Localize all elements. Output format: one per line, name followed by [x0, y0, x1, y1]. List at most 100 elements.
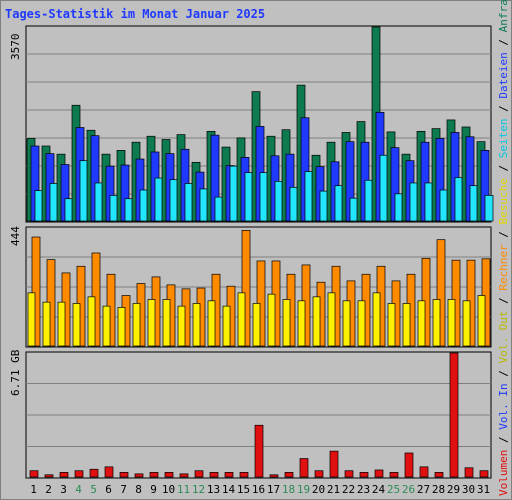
legend-sep: / [497, 370, 510, 377]
x-tick-label: 13 [207, 483, 220, 496]
bar-rechner [241, 230, 251, 347]
bar-volumen [29, 470, 39, 478]
bar-besuche [312, 296, 321, 347]
legend-volumen: Volumen [497, 450, 510, 496]
legend-besuche: Besuche [497, 178, 510, 224]
x-tick-label: 17 [267, 483, 280, 496]
bar-volumen [44, 474, 54, 478]
bar-besuche [432, 299, 441, 347]
x-tick-label: 2 [45, 483, 52, 496]
x-tick-label: 19 [297, 483, 310, 496]
bar-besuche [207, 300, 216, 347]
bar-volumen [389, 472, 399, 478]
x-tick-label: 18 [282, 483, 295, 496]
legend-dateien: Dateien [497, 52, 510, 98]
bar-besuche [447, 299, 456, 347]
bar-besuche [102, 305, 111, 347]
chart-title: Tages-Statistik im Monat Januar 2025 [5, 7, 265, 21]
legend-seiten: Seiten [497, 118, 510, 158]
bar-volumen [164, 472, 174, 478]
bar-volumen [89, 468, 99, 478]
legend-sep: / [497, 297, 510, 304]
bar-volumen [359, 472, 369, 478]
legend-vol-in: Vol. In [497, 383, 510, 429]
bar-volumen [104, 466, 114, 478]
bar-besuche [27, 292, 36, 347]
bar-besuche [117, 307, 126, 347]
legend-sep: / [497, 165, 510, 172]
bar-besuche [132, 303, 141, 347]
bar-besuche [297, 300, 306, 347]
bar-besuche [87, 296, 96, 347]
x-tick-label: 31 [477, 483, 490, 496]
bar-volumen [449, 352, 459, 478]
bar-besuche [342, 300, 351, 347]
bar-besuche [57, 301, 66, 347]
x-tick-label: 16 [252, 483, 265, 496]
bar-volumen [299, 458, 309, 478]
right-legend: Volumen / Vol. In / Vol. Out / Rechner /… [497, 0, 510, 496]
x-tick-label: 9 [150, 483, 157, 496]
x-tick-label: 12 [192, 483, 205, 496]
bar-besuche [192, 303, 201, 347]
bar-volumen [464, 467, 474, 478]
bar-besuche [372, 292, 381, 347]
volume-ymax-label: 6.71 GB [9, 349, 22, 396]
bar-volumen [374, 469, 384, 478]
bar-volumen [224, 472, 234, 478]
x-tick-label: 29 [447, 483, 460, 496]
legend-vol-out: Vol. Out [497, 311, 510, 364]
bar-volumen [119, 472, 129, 478]
bar-besuche [327, 292, 336, 347]
bar-besuche [162, 299, 171, 347]
bar-volumen [194, 470, 204, 478]
bar-besuche [282, 299, 291, 347]
legend-sep: / [497, 436, 510, 443]
bar-besuche [387, 303, 396, 347]
x-tick-label: 4 [75, 483, 82, 496]
bar-volumen [269, 474, 279, 478]
bar-besuche [72, 303, 81, 347]
bar-rechner [436, 239, 446, 347]
bar-volumen [254, 424, 264, 478]
legend-anfragen: Anfragen [497, 0, 510, 32]
bar-volumen [134, 473, 144, 478]
x-tick-label: 3 [60, 483, 67, 496]
legend-sep: / [497, 39, 510, 46]
x-tick-label: 21 [327, 483, 340, 496]
x-tick-label: 8 [135, 483, 142, 496]
bar-besuche [357, 300, 366, 347]
bar-besuche [147, 299, 156, 347]
bar-volumen [419, 466, 429, 478]
bar-rechner [31, 236, 41, 347]
x-tick-label: 11 [177, 483, 190, 496]
bar-volumen [479, 470, 489, 478]
visits-ymax-label: 444 [9, 226, 22, 246]
x-tick-label: 14 [222, 483, 236, 496]
x-tick-label: 30 [462, 483, 475, 496]
bar-volumen [404, 452, 414, 478]
bar-besuche [267, 293, 276, 347]
bar-volumen [314, 470, 324, 478]
bar-volumen [284, 472, 294, 478]
bar-besuche [177, 305, 186, 347]
bar-volumen [239, 472, 249, 478]
x-tick-label: 10 [162, 483, 175, 496]
bar-volumen [209, 472, 219, 478]
bar-volumen [59, 472, 69, 478]
x-tick-label: 24 [372, 483, 386, 496]
bar-besuche [462, 300, 471, 347]
x-tick-label: 1 [30, 483, 37, 496]
legend-sep: / [497, 231, 510, 238]
x-tick-label: 27 [417, 483, 430, 496]
bar-besuche [237, 292, 246, 347]
bar-besuche [477, 295, 486, 347]
hits-ymax-label: 3570 [9, 34, 22, 61]
x-tick-label: 28 [432, 483, 445, 496]
bar-besuche [222, 305, 231, 347]
bar-besuche [42, 301, 51, 347]
bar-besuche [417, 300, 426, 347]
bar-volumen [329, 450, 339, 478]
legend-rechner: Rechner [497, 244, 510, 291]
